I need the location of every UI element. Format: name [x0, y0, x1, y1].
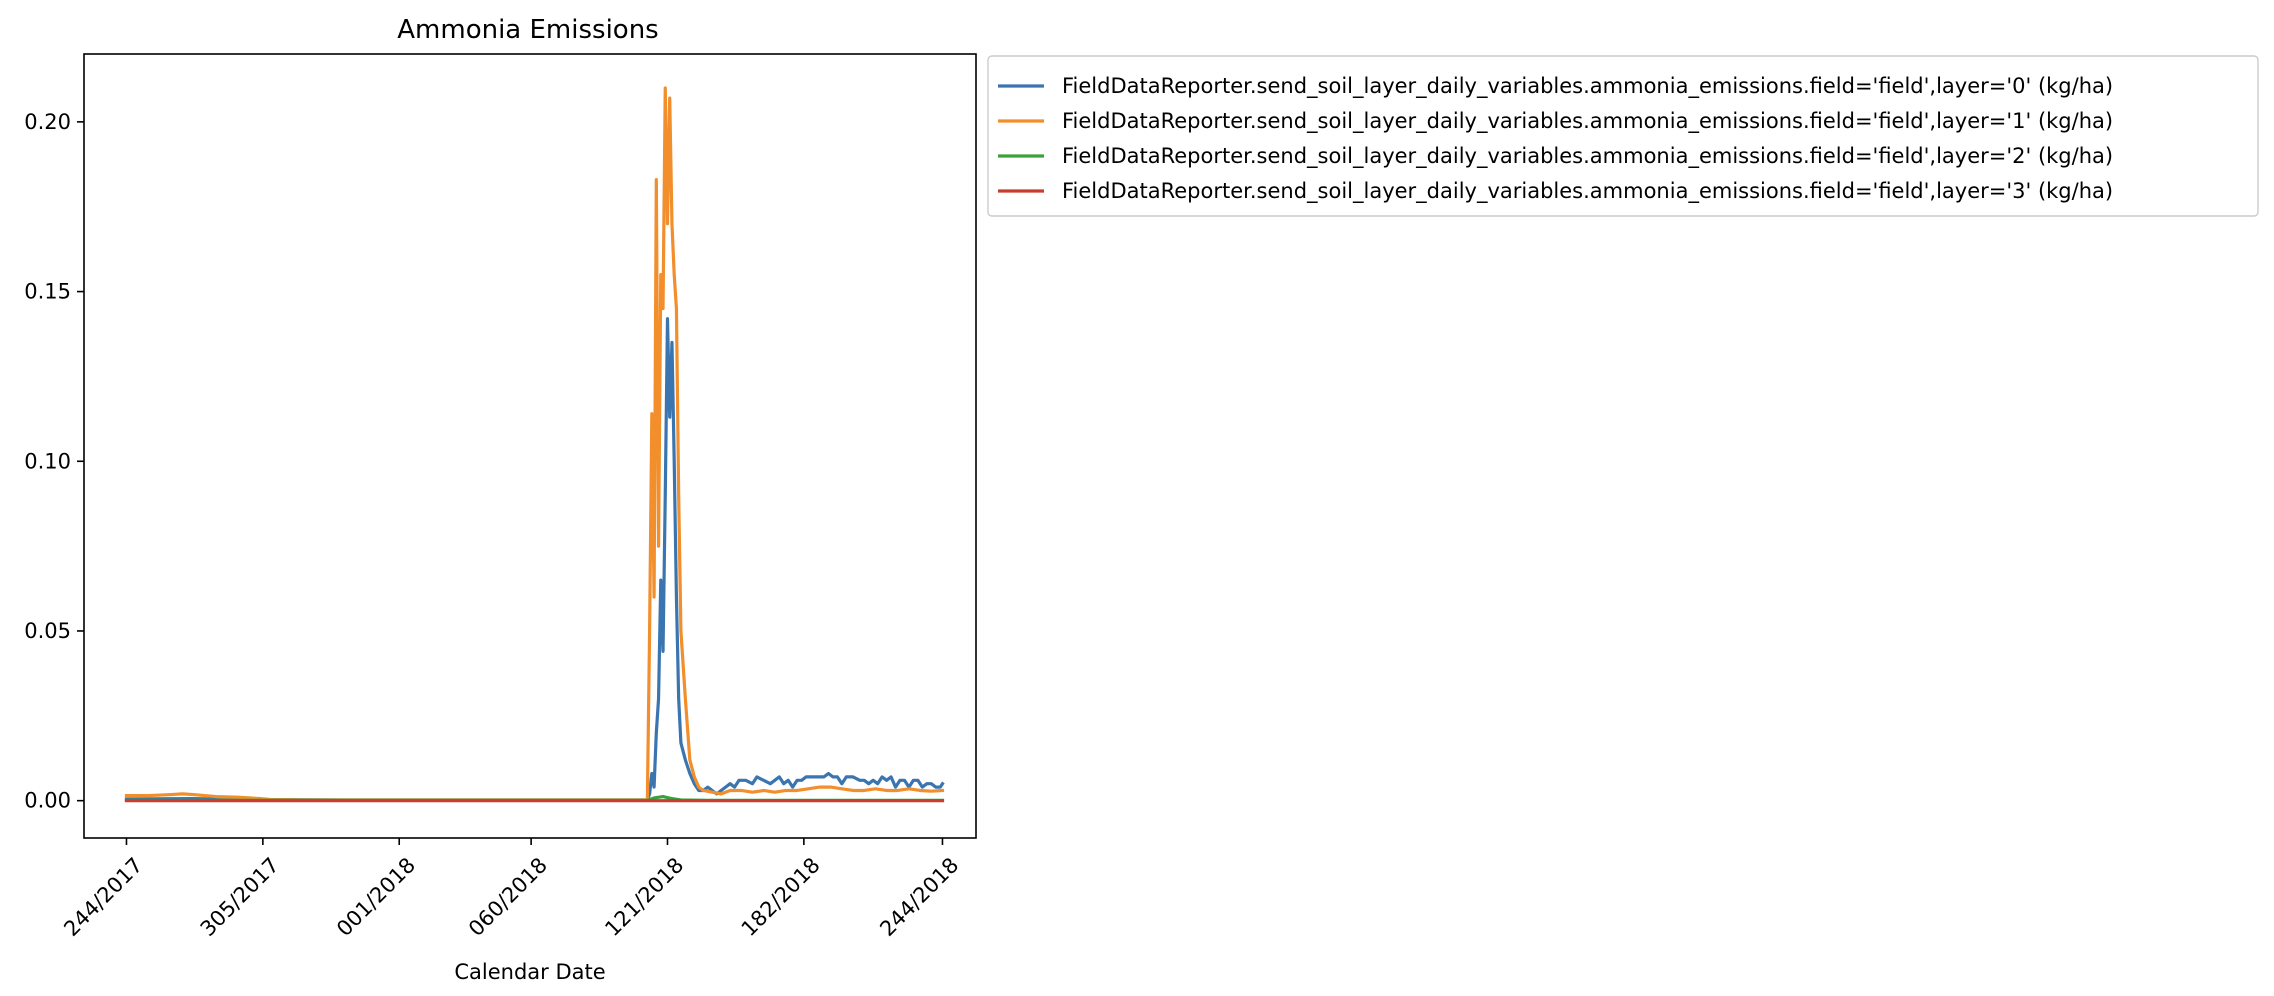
x-tick-label: 121/2018	[600, 853, 688, 941]
x-tick-label: 244/2017	[59, 853, 147, 941]
axes: 0.00 0.05 0.10 0.15 0.20 244/2017 305/2017 001/…	[24, 53, 977, 941]
y-tick-label: 0.20	[24, 110, 71, 134]
x-axis-label: Calendar Date	[454, 960, 605, 984]
legend-entry-label: FieldDataReporter.send_soil_layer_daily_…	[1062, 144, 2113, 169]
chart-title: Ammonia Emissions	[397, 15, 658, 45]
legend-entry-label: FieldDataReporter.send_soil_layer_daily_…	[1062, 179, 2113, 204]
series-line-layer-1	[124, 86, 945, 802]
legend: FieldDataReporter.send_soil_layer_daily_…	[987, 55, 2259, 217]
x-tick-label: 060/2018	[464, 853, 552, 941]
legend-box	[987, 55, 2259, 217]
series-line-layer-0	[124, 317, 945, 802]
x-tick-label: 305/2017	[196, 853, 284, 941]
x-tick-label: 001/2018	[332, 853, 420, 941]
y-tick-label: 0.00	[24, 789, 71, 813]
legend-entry-label: FieldDataReporter.send_soil_layer_daily_…	[1062, 109, 2113, 134]
x-tick-label: 182/2018	[737, 853, 825, 941]
plot-area	[124, 86, 945, 803]
x-tick-label: 244/2018	[875, 853, 963, 941]
y-tick-label: 0.15	[24, 280, 71, 304]
plot-frame	[83, 53, 977, 839]
y-tick-label: 0.05	[24, 619, 71, 643]
legend-entry-label: FieldDataReporter.send_soil_layer_daily_…	[1062, 74, 2113, 99]
y-tick-label: 0.10	[24, 449, 71, 473]
